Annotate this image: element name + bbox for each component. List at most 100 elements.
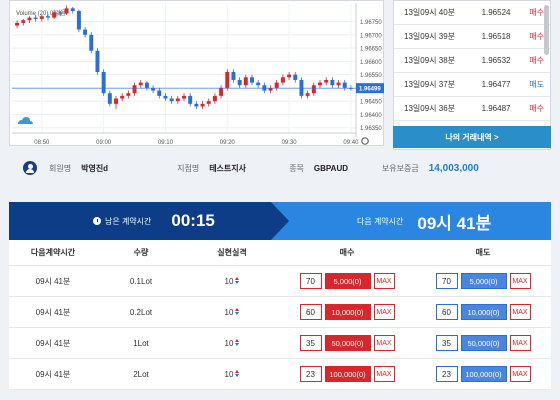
trade-side: 매수: [529, 8, 544, 17]
member-value: 박영진d: [81, 163, 109, 173]
trade-time: 13일09시 36분: [404, 104, 455, 113]
branch-label: 지점명: [177, 163, 200, 173]
candle-body: [250, 77, 254, 83]
candle-body: [237, 79, 242, 86]
sell-amount-button[interactable]: 100,000(0): [460, 366, 507, 382]
candle-body: [151, 87, 156, 91]
candle-body: [243, 77, 248, 86]
buy-amount-button[interactable]: 50,000(0): [324, 335, 371, 351]
updown-arrows-icon[interactable]: [235, 370, 240, 378]
user-icon: [23, 161, 37, 175]
order-quantity: 0.1Lot: [129, 276, 153, 286]
next-contract-label: 다음 계약시간: [357, 216, 404, 226]
member-label: 회원명: [49, 163, 72, 173]
buy-amount-button[interactable]: 100,000(0): [324, 366, 371, 382]
order-quantity: 1Lot: [133, 338, 149, 348]
sell-quantity-input[interactable]: 23: [435, 366, 458, 382]
candle-body: [336, 82, 341, 86]
buy-amount-button[interactable]: 5,000(0): [324, 273, 371, 289]
trade-price: 1.96477: [481, 80, 511, 89]
candle-body: [132, 85, 137, 94]
sell-max-button[interactable]: MAX: [509, 273, 531, 289]
candle-body: [21, 20, 26, 23]
candle-body: [70, 8, 75, 11]
buy-max-button[interactable]: MAX: [373, 335, 395, 351]
cloud-icon: [18, 117, 33, 124]
sell-order-group: 60 10,000(0) MAX: [415, 304, 551, 320]
sell-quantity-input[interactable]: 35: [435, 335, 458, 351]
trade-time: 13일09시 39분: [404, 32, 455, 41]
candle-body: [58, 12, 63, 14]
symbol-label: 종목: [289, 163, 304, 173]
sell-quantity-input[interactable]: 60: [435, 304, 458, 320]
candle-body: [311, 85, 316, 94]
header-buy: 매수: [339, 248, 355, 257]
sell-amount-button[interactable]: 5,000(0): [460, 273, 507, 289]
candle-body: [256, 82, 261, 86]
sell-amount-button[interactable]: 10,000(0): [460, 304, 507, 320]
sell-max-button[interactable]: MAX: [509, 366, 531, 382]
x-tick-label: 09:40: [343, 140, 359, 146]
candle-body: [83, 29, 88, 35]
buy-quantity-input[interactable]: 23: [299, 366, 322, 382]
buy-max-button[interactable]: MAX: [373, 366, 395, 382]
sell-max-button[interactable]: MAX: [509, 335, 531, 351]
trade-side: 매수: [529, 32, 544, 41]
candle-body: [293, 74, 298, 80]
trade-list-item: 13일09시 36분 1.96487 매수: [394, 97, 550, 121]
candlestick-chart[interactable]: 1.967501.967001.966501.966001.965501.965…: [10, 1, 385, 147]
current-price-label: 1.96499: [359, 87, 381, 93]
candle-body: [15, 22, 20, 26]
buy-quantity-input[interactable]: 70: [299, 273, 322, 289]
candle-body: [225, 71, 230, 88]
y-tick-label: 1.96650: [360, 47, 382, 53]
balance-value: 14,003,000: [428, 162, 479, 174]
candle-body: [138, 82, 143, 86]
order-contract-time: 09시 41분: [35, 276, 71, 286]
buy-quantity-input[interactable]: 35: [299, 335, 322, 351]
candle-body: [268, 87, 273, 91]
next-contract-value: 09시 41분: [417, 213, 492, 233]
sell-quantity-input[interactable]: 70: [435, 273, 458, 289]
buy-amount-button[interactable]: 10,000(0): [324, 304, 371, 320]
buy-order-group: 23 100,000(0) MAX: [279, 366, 415, 382]
price-chart[interactable]: 1.967501.967001.966501.966001.965501.965…: [9, 0, 384, 146]
candle-body: [163, 95, 168, 99]
buy-max-button[interactable]: MAX: [373, 273, 395, 289]
sell-max-button[interactable]: MAX: [509, 304, 531, 320]
x-tick-label: 09:00: [96, 140, 112, 146]
buy-max-button[interactable]: MAX: [373, 304, 395, 320]
updown-arrows-icon[interactable]: [235, 308, 240, 316]
buy-quantity-input[interactable]: 60: [299, 304, 322, 320]
branch-value: 테스트지사: [209, 163, 246, 173]
leverage-value: 10: [224, 338, 234, 348]
updown-arrows-icon[interactable]: [235, 339, 240, 347]
account-info-bar: 회원명 박영진d 지점명 테스트지사 종목 GBPAUD 보유보증금 14,00…: [9, 151, 551, 185]
x-tick-label: 08:50: [34, 140, 50, 146]
settings-icon: [361, 137, 369, 145]
sell-order-group: 23 100,000(0) MAX: [415, 366, 551, 382]
candle-body: [212, 95, 217, 102]
candle-body: [27, 17, 32, 21]
y-tick-label: 1.96400: [360, 113, 382, 119]
my-trades-button[interactable]: 나의 거래내역 >: [393, 126, 551, 148]
trade-time: 13일09시 37분: [404, 80, 455, 89]
order-leverage: 10: [185, 308, 279, 317]
buy-order-group: 70 5,000(0) MAX: [279, 273, 415, 289]
current-price-box: [356, 83, 384, 94]
trade-price: 1.96532: [481, 56, 511, 65]
candle-body: [194, 103, 199, 107]
order-leverage: 10: [185, 370, 279, 379]
updown-arrows-icon[interactable]: [235, 277, 240, 285]
candle-body: [107, 93, 112, 104]
symbol-value: GBPAUD: [313, 163, 348, 173]
candle-body: [188, 95, 193, 104]
trade-side: 매수: [529, 104, 544, 113]
sell-amount-button[interactable]: 50,000(0): [460, 335, 507, 351]
trade-list-scrollbar[interactable]: [544, 5, 549, 55]
candle-body: [274, 82, 279, 88]
order-leverage: 10: [185, 277, 279, 286]
candle-body: [144, 82, 149, 88]
leverage-value: 10: [224, 276, 234, 286]
candle-body: [169, 98, 174, 102]
